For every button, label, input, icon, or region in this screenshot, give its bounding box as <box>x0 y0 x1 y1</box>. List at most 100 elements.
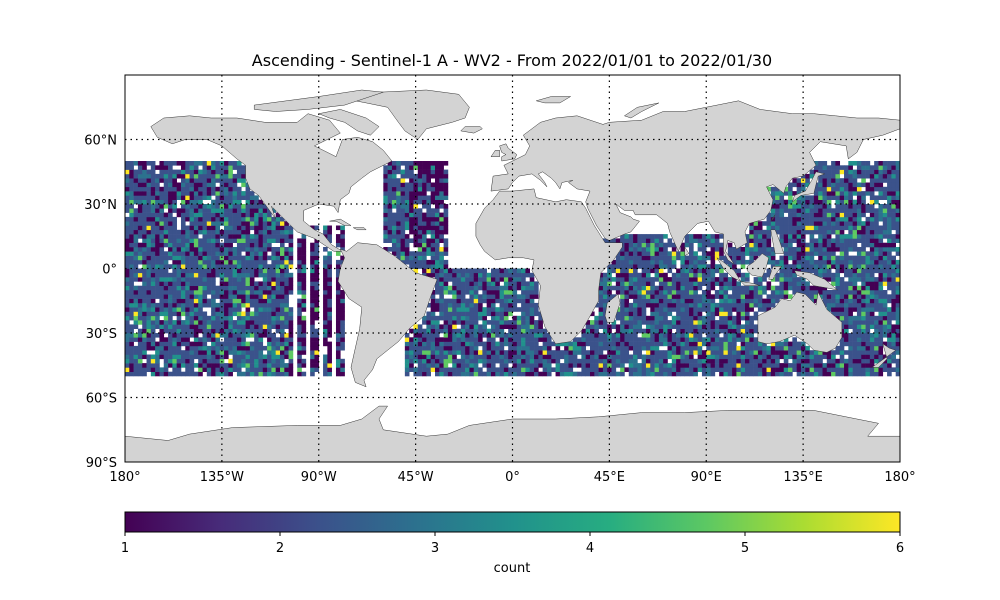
heatmap-cell <box>856 371 862 377</box>
heatmap-cell <box>193 173 199 179</box>
heatmap-cell <box>844 182 849 188</box>
heatmap-cell <box>689 337 694 342</box>
heatmap-cell <box>650 234 655 239</box>
heatmap-cell <box>732 302 737 308</box>
heatmap-cell <box>856 341 862 347</box>
heatmap-cell <box>701 255 707 261</box>
heatmap-cell <box>327 302 332 308</box>
heatmap-cell <box>168 285 173 291</box>
heatmap-cell <box>172 238 177 243</box>
heatmap-cell <box>779 371 785 377</box>
heatmap-cell <box>800 367 806 372</box>
heatmap-cell <box>805 251 810 256</box>
heatmap-cell <box>624 272 630 278</box>
heatmap-cell <box>155 277 160 282</box>
heatmap-cell <box>443 324 449 329</box>
heatmap-cell <box>275 264 281 269</box>
heatmap-cell <box>422 186 427 192</box>
heatmap-cell <box>172 333 177 338</box>
heatmap-cell <box>719 298 724 304</box>
heatmap-cell <box>387 165 393 170</box>
heatmap-cell <box>275 229 281 235</box>
heatmap-cell <box>697 337 703 342</box>
heatmap-cell <box>267 328 272 334</box>
heatmap-cell <box>198 264 203 269</box>
heatmap-cell <box>654 307 660 312</box>
heatmap-cell <box>633 251 638 256</box>
heatmap-cell <box>215 178 221 183</box>
heatmap-cell <box>572 354 578 360</box>
heatmap-cell <box>224 238 229 243</box>
heatmap-cell <box>469 298 475 304</box>
heatmap-cell <box>680 328 686 334</box>
heatmap-cell <box>137 251 143 256</box>
heatmap-cell <box>176 345 182 351</box>
heatmap-cell <box>779 208 785 213</box>
heatmap-cell <box>297 272 302 278</box>
heatmap-cell <box>391 247 397 252</box>
heatmap-cell <box>224 320 229 325</box>
heatmap-cell <box>232 161 238 166</box>
heatmap-cell <box>788 216 793 222</box>
heatmap-cell <box>211 307 216 312</box>
heatmap-cell <box>249 354 255 360</box>
heatmap-cell <box>180 165 186 170</box>
heatmap-cell <box>693 234 698 239</box>
heatmap-cell <box>663 234 668 239</box>
heatmap-cell <box>301 328 307 334</box>
heatmap-cell <box>753 345 759 351</box>
heatmap-cell <box>835 229 841 235</box>
heatmap-cell <box>680 371 686 377</box>
heatmap-cell <box>193 371 199 377</box>
heatmap-cell <box>219 311 225 317</box>
heatmap-cell <box>396 169 401 175</box>
heatmap-cell <box>856 328 862 334</box>
heatmap-cell <box>456 367 462 372</box>
heatmap-cell <box>852 371 858 377</box>
heatmap-cell <box>400 195 406 200</box>
heatmap-cell <box>125 251 130 256</box>
heatmap-cell <box>680 277 686 282</box>
heatmap-cell <box>142 281 147 286</box>
heatmap-cell <box>624 358 630 364</box>
heatmap-cell <box>172 328 177 334</box>
heatmap-cell <box>689 371 694 377</box>
heatmap-cell <box>490 345 496 351</box>
heatmap-cell <box>236 311 242 317</box>
heatmap-cell <box>499 311 505 317</box>
heatmap-cell <box>628 277 634 282</box>
heatmap-cell <box>443 251 449 256</box>
heatmap-cell <box>185 216 190 222</box>
heatmap-cell <box>236 195 242 200</box>
heatmap-cell <box>611 337 617 342</box>
heatmap-cell <box>723 277 729 282</box>
heatmap-cell <box>654 294 660 299</box>
heatmap-cell <box>645 302 651 308</box>
heatmap-cell <box>189 371 195 377</box>
heatmap-cell <box>452 277 457 282</box>
heatmap-cell <box>193 337 199 342</box>
heatmap-cell <box>202 272 208 278</box>
heatmap-cell <box>168 341 173 347</box>
heatmap-cell <box>826 298 832 304</box>
heatmap-cell <box>129 298 134 304</box>
heatmap-cell <box>693 320 698 325</box>
heatmap-cell <box>602 320 608 325</box>
heatmap-cell <box>835 367 841 372</box>
heatmap-cell <box>137 268 143 274</box>
heatmap-cell <box>150 328 156 334</box>
heatmap-cell <box>852 173 858 179</box>
heatmap-cell <box>775 191 780 196</box>
heatmap-cell <box>658 315 664 321</box>
heatmap-cell <box>663 281 668 286</box>
heatmap-cell <box>460 290 466 295</box>
heatmap-cell <box>232 272 238 278</box>
heatmap-cell <box>727 251 733 256</box>
heatmap-cell <box>796 216 802 222</box>
heatmap-cell <box>245 216 251 222</box>
heatmap-cell <box>168 337 173 342</box>
heatmap-cell <box>525 367 531 372</box>
heatmap-cell <box>697 268 703 274</box>
heatmap-cell <box>740 247 746 252</box>
heatmap-cell <box>314 290 320 295</box>
